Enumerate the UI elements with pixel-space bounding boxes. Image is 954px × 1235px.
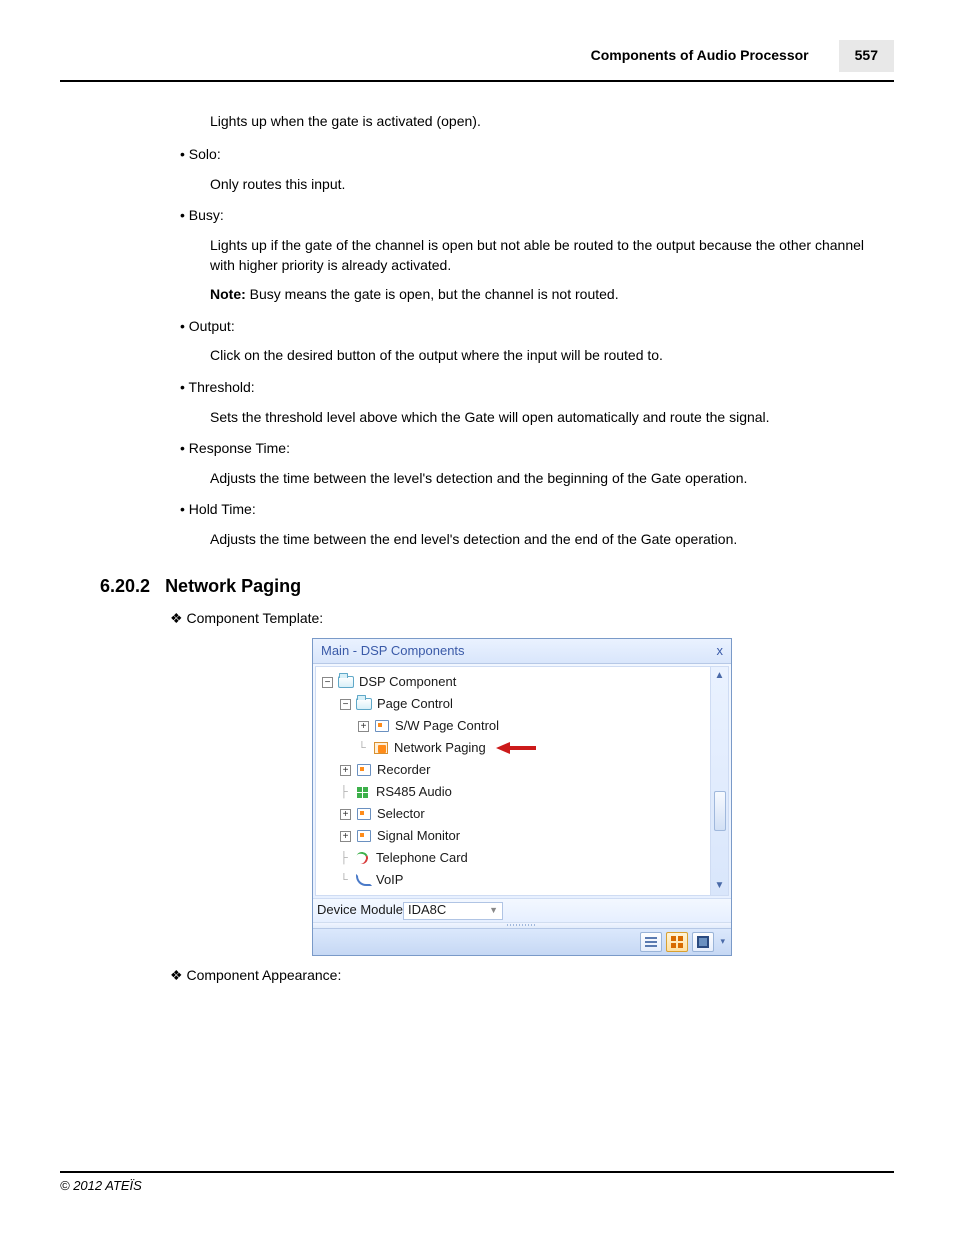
- device-module-row: Device Module IDA8C ▼: [313, 898, 731, 921]
- scrollbar[interactable]: ▲ ▼: [710, 667, 728, 895]
- tree-row-selector[interactable]: + Selector: [322, 803, 704, 825]
- dsp-tree: − DSP Component − Page Control + S/W Pag…: [316, 667, 710, 895]
- header-title: Components of Audio Processor: [591, 46, 809, 66]
- bullet-body-solo: Only routes this input.: [210, 175, 864, 195]
- tree-row-recorder[interactable]: + Recorder: [322, 759, 704, 781]
- tree-toggle-plus-icon[interactable]: +: [340, 831, 351, 842]
- bullet-label-solo: Solo:: [180, 145, 864, 165]
- toolbar-view-grid-button[interactable]: [666, 932, 688, 952]
- bullet-body-hold: Adjusts the time between the end level's…: [210, 530, 864, 550]
- component-icon: [373, 718, 391, 734]
- rs485-icon: [354, 784, 372, 800]
- tree-label-selector: Selector: [377, 805, 425, 823]
- icons-icon: [697, 936, 709, 948]
- tree-connector-icon: └: [358, 741, 372, 756]
- component-icon: [355, 828, 373, 844]
- dsp-title: Main - DSP Components: [321, 642, 465, 660]
- bullet-label-hold: Hold Time:: [180, 500, 864, 520]
- footer-copyright: © 2012 ATEÏS: [60, 1177, 894, 1195]
- tree-row-telephone[interactable]: ├ Telephone Card: [322, 847, 704, 869]
- bullet-label-output: Output:: [180, 317, 864, 337]
- component-template-label: Component Template:: [170, 609, 864, 629]
- voip-icon: [354, 872, 372, 888]
- toolbar-view-icons-button[interactable]: [692, 932, 714, 952]
- section-heading: 6.20.2 Network Paging: [100, 574, 864, 599]
- section-number: 6.20.2: [100, 576, 150, 596]
- bullet-label-busy: Busy:: [180, 206, 864, 226]
- tree-label-voip: VoIP: [376, 871, 403, 889]
- scroll-down-icon[interactable]: ▼: [715, 879, 725, 893]
- tree-label-recorder: Recorder: [377, 761, 430, 779]
- telephone-icon: [354, 850, 372, 866]
- tree-label-rs485: RS485 Audio: [376, 783, 452, 801]
- note-body: Busy means the gate is open, but the cha…: [250, 286, 619, 302]
- grid-icon: [671, 936, 683, 948]
- tree-row-voip[interactable]: └ VoIP: [322, 869, 704, 891]
- device-module-label: Device Module: [317, 901, 403, 919]
- network-paging-icon: [372, 740, 390, 756]
- tree-row-root[interactable]: − DSP Component: [322, 671, 704, 693]
- section-title: Network Paging: [165, 576, 301, 596]
- tree-label-sw-page: S/W Page Control: [395, 717, 499, 735]
- device-module-value: IDA8C: [408, 901, 446, 919]
- tree-row-network-paging[interactable]: └ Network Paging: [322, 737, 704, 759]
- footer-rule: [60, 1171, 894, 1173]
- tree-toggle-plus-icon[interactable]: +: [340, 765, 351, 776]
- tree-connector-icon: ├: [340, 785, 354, 800]
- chevron-down-icon: ▼: [489, 904, 498, 917]
- bullet-body-output: Click on the desired button of the outpu…: [210, 346, 864, 366]
- tree-label-page-control: Page Control: [377, 695, 453, 713]
- component-icon: [355, 762, 373, 778]
- component-icon: [355, 806, 373, 822]
- tree-label-root: DSP Component: [359, 673, 456, 691]
- arrow-left-icon: [496, 741, 536, 755]
- header-page-number: 557: [839, 40, 894, 72]
- tree-row-signal-monitor[interactable]: + Signal Monitor: [322, 825, 704, 847]
- tree-row-page-control[interactable]: − Page Control: [322, 693, 704, 715]
- tree-label-telephone: Telephone Card: [376, 849, 468, 867]
- dsp-toolbar: ▾: [313, 928, 731, 955]
- scroll-thumb[interactable]: [714, 791, 726, 831]
- tree-connector-icon: └: [340, 873, 354, 888]
- tree-toggle-minus-icon[interactable]: −: [340, 699, 351, 710]
- bullet-label-threshold: Threshold:: [180, 378, 864, 398]
- folder-icon: [337, 674, 355, 690]
- note-label: Note:: [210, 286, 246, 302]
- tree-row-sw-page[interactable]: + S/W Page Control: [322, 715, 704, 737]
- tree-toggle-plus-icon[interactable]: +: [340, 809, 351, 820]
- dsp-window: Main - DSP Components x − DSP Component …: [312, 638, 732, 955]
- component-appearance-label: Component Appearance:: [170, 966, 864, 986]
- tree-label-network-paging: Network Paging: [394, 739, 486, 757]
- bullet-body-response: Adjusts the time between the level's det…: [210, 469, 864, 489]
- close-icon[interactable]: x: [717, 642, 724, 660]
- folder-icon: [355, 696, 373, 712]
- dsp-titlebar: Main - DSP Components x: [313, 639, 731, 664]
- toolbar-view-list-button[interactable]: [640, 932, 662, 952]
- bullet-body-threshold: Sets the threshold level above which the…: [210, 408, 864, 428]
- tree-toggle-plus-icon[interactable]: +: [358, 721, 369, 732]
- toolbar-dropdown-icon[interactable]: ▾: [720, 935, 725, 948]
- lead-text: Lights up when the gate is activated (op…: [210, 112, 864, 132]
- device-module-select[interactable]: IDA8C ▼: [403, 902, 503, 920]
- tree-connector-icon: ├: [340, 851, 354, 866]
- tree-row-rs485[interactable]: ├ RS485 Audio: [322, 781, 704, 803]
- list-icon: [645, 936, 657, 948]
- bullet-body-busy: Lights up if the gate of the channel is …: [210, 236, 864, 275]
- note-busy: Note: Busy means the gate is open, but t…: [210, 285, 864, 305]
- scroll-up-icon[interactable]: ▲: [715, 669, 725, 683]
- tree-label-signal-monitor: Signal Monitor: [377, 827, 460, 845]
- header-rule: [60, 80, 894, 82]
- tree-toggle-minus-icon[interactable]: −: [322, 677, 333, 688]
- bullet-label-response: Response Time:: [180, 439, 864, 459]
